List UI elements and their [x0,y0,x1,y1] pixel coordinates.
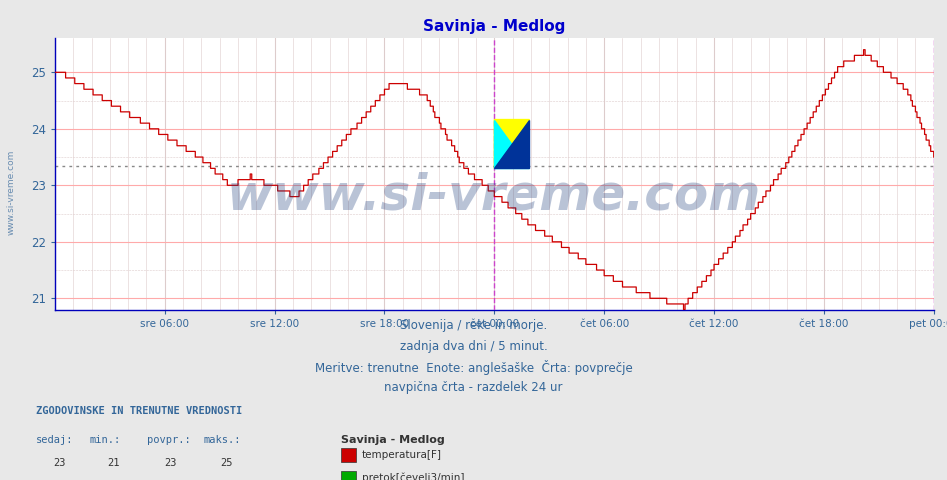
Text: maks.:: maks.: [204,435,241,445]
Text: ZGODOVINSKE IN TRENUTNE VREDNOSTI: ZGODOVINSKE IN TRENUTNE VREDNOSTI [36,406,242,416]
Text: 23: 23 [53,458,65,468]
Text: Savinja - Medlog: Savinja - Medlog [341,435,445,445]
Text: min.:: min.: [90,435,121,445]
Text: 25: 25 [221,458,233,468]
Text: sedaj:: sedaj: [36,435,74,445]
Text: www.si-vreme.com: www.si-vreme.com [7,149,16,235]
Polygon shape [494,120,529,168]
Text: 21: 21 [107,458,119,468]
Text: temperatura[F]: temperatura[F] [362,450,441,460]
Polygon shape [494,120,529,168]
Title: Savinja - Medlog: Savinja - Medlog [423,20,565,35]
Text: zadnja dva dni / 5 minut.: zadnja dva dni / 5 minut. [400,340,547,353]
Text: povpr.:: povpr.: [147,435,190,445]
Text: Meritve: trenutne  Enote: anglešaške  Črta: povprečje: Meritve: trenutne Enote: anglešaške Črta… [314,360,633,375]
Text: Slovenija / reke in morje.: Slovenija / reke in morje. [400,319,547,332]
Text: 23: 23 [164,458,176,468]
Text: www.si-vreme.com: www.si-vreme.com [227,172,761,220]
Text: pretok[čevelj3/min]: pretok[čevelj3/min] [362,473,464,480]
Polygon shape [494,120,529,168]
Text: navpična črta - razdelek 24 ur: navpična črta - razdelek 24 ur [384,381,563,394]
